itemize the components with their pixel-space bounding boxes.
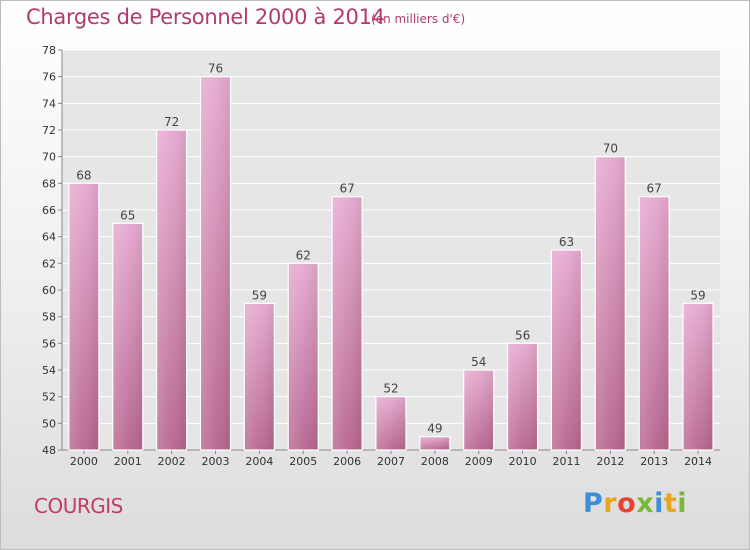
data-label: 54 — [471, 355, 486, 369]
bar-shine — [377, 397, 405, 450]
bar-shine — [596, 157, 625, 450]
y-tick-label: 54 — [42, 364, 56, 377]
x-tick-label: 2000 — [70, 455, 98, 468]
data-label: 52 — [383, 382, 398, 396]
y-tick-label: 48 — [42, 444, 56, 457]
bars — [68, 76, 714, 451]
logo-letter: r — [603, 488, 618, 519]
data-label: 72 — [164, 115, 179, 129]
bar-shine — [684, 304, 713, 450]
proxiti-logo[interactable]: Proxiti — [583, 488, 687, 519]
commune-name: COURGIS — [34, 494, 123, 518]
data-label: 62 — [296, 248, 311, 262]
data-label: 76 — [208, 62, 223, 76]
data-label: 59 — [252, 288, 267, 302]
x-tick-label: 2003 — [202, 455, 230, 468]
data-label: 63 — [559, 235, 574, 249]
x-tick-label: 2012 — [596, 455, 624, 468]
bar-shine — [640, 197, 669, 450]
bar-shine — [420, 437, 449, 450]
y-tick-label: 58 — [42, 311, 56, 324]
bar-shine — [245, 304, 274, 450]
x-tick-label: 2006 — [333, 455, 361, 468]
x-tick-label: 2001 — [114, 455, 142, 468]
data-label: 49 — [427, 422, 442, 436]
y-tick-label: 78 — [42, 44, 56, 57]
y-tick-label: 50 — [42, 417, 56, 430]
y-tick-label: 66 — [42, 204, 56, 217]
y-tick-label: 62 — [42, 257, 56, 270]
x-tick-label: 2013 — [640, 455, 668, 468]
x-tick-label: 2014 — [684, 455, 712, 468]
y-tick-label: 52 — [42, 391, 56, 404]
x-tick-label: 2004 — [245, 455, 273, 468]
data-label: 65 — [120, 208, 135, 222]
y-tick-label: 60 — [42, 284, 56, 297]
data-label: 56 — [515, 328, 530, 342]
bar-shine — [333, 197, 362, 450]
x-tick-label: 2002 — [158, 455, 186, 468]
y-tick-label: 64 — [42, 231, 56, 244]
y-tick-label: 72 — [42, 124, 56, 137]
y-tick-label: 76 — [42, 71, 56, 84]
x-tick-label: 2011 — [552, 455, 580, 468]
x-tick-label: 2007 — [377, 455, 405, 468]
chart-subtitle: (en milliers d'€) — [371, 12, 466, 26]
logo-letter: o — [617, 488, 637, 519]
data-label: 67 — [647, 182, 662, 196]
x-tick-label: 2008 — [421, 455, 449, 468]
bar-shine — [289, 264, 318, 450]
bar-shine — [552, 251, 581, 450]
chart-title: Charges de Personnel 2000 à 2014 — [26, 5, 385, 29]
data-label: 67 — [339, 182, 354, 196]
x-tick-label: 2005 — [289, 455, 317, 468]
logo-letter: P — [583, 488, 604, 519]
bar-shine — [201, 77, 230, 451]
x-tick-label: 2009 — [465, 455, 493, 468]
data-label: 70 — [603, 142, 618, 156]
y-tick-label: 56 — [42, 337, 56, 350]
bar-shine — [69, 184, 98, 451]
bar-shine — [508, 344, 537, 450]
bar-shine — [157, 131, 186, 450]
data-labels: 68 65 72 76 59 62 67 52 49 54 56 63 70 67 59 — [76, 62, 705, 436]
logo-letter: t — [663, 488, 678, 519]
logo-letter: i — [677, 488, 688, 519]
logo-letter: i — [654, 488, 664, 519]
y-tick-label: 74 — [42, 97, 56, 110]
data-label: 59 — [690, 288, 705, 302]
y-tick-label: 68 — [42, 177, 56, 190]
data-label: 68 — [76, 168, 91, 182]
bar-shine — [464, 371, 493, 450]
x-tick-label: 2010 — [509, 455, 537, 468]
logo-letter: x — [636, 488, 655, 519]
y-tick-label: 70 — [42, 151, 56, 164]
bar-shine — [113, 224, 142, 450]
